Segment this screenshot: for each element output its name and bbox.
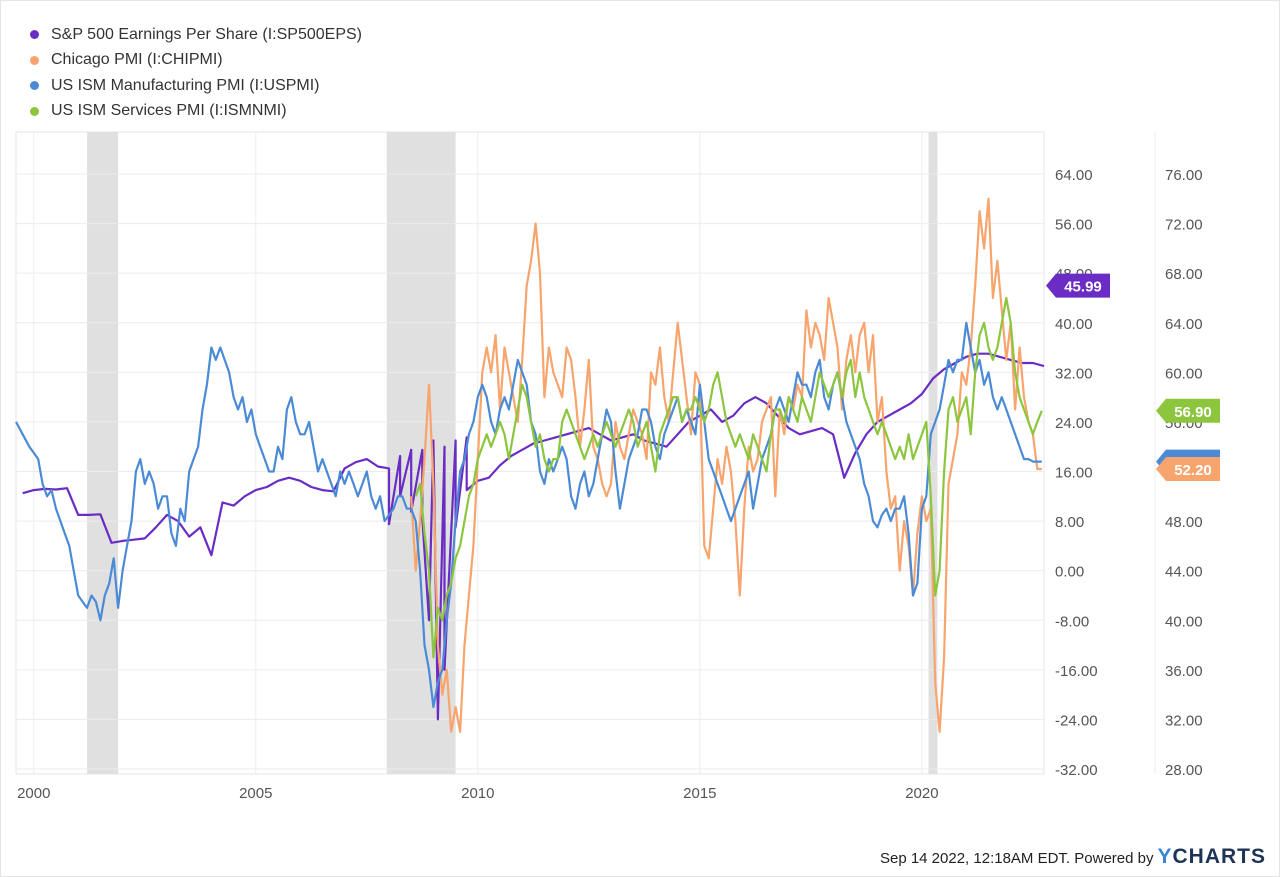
left-axis-tick-label: -24.00 [1055, 712, 1098, 729]
legend-marker-chicago-pmi [30, 55, 39, 65]
end-label-ism-services-bg [1156, 398, 1220, 423]
legend-marker-eps [30, 30, 39, 40]
x-axis-tick-label: 2015 [683, 785, 716, 802]
right-axis-tick-label: 36.00 [1165, 663, 1203, 680]
x-axis-tick-label: 2000 [17, 785, 50, 802]
series-line-3[interactable] [414, 296, 1043, 659]
legend-item-eps[interactable]: S&P 500 Earnings Per Share (I:SP500EPS) [30, 22, 362, 48]
right-axis-tick-label: 32.00 [1165, 712, 1203, 729]
x-axis-tick-label: 2005 [239, 785, 272, 802]
left-axis-tick-label: 8.00 [1055, 514, 1084, 531]
legend-label-eps: S&P 500 Earnings Per Share (I:SP500EPS) [51, 25, 362, 43]
right-axis-tick-label: 28.00 [1165, 762, 1203, 779]
right-axis-tick-label: 68.00 [1165, 266, 1203, 283]
end-label-eps-bg [1046, 273, 1110, 298]
legend-item-ism-services[interactable]: US ISM Services PMI (I:ISMNMI) [30, 99, 362, 125]
legend-label-chicago-pmi: Chicago PMI (I:CHIPMI) [51, 51, 223, 69]
left-axis-tick-label: 40.00 [1055, 316, 1093, 333]
end-label-ism-services: 56.90 [1174, 404, 1212, 421]
legend-item-chicago-pmi[interactable]: Chicago PMI (I:CHIPMI) [30, 48, 362, 74]
left-axis-tick-label: 0.00 [1055, 564, 1084, 581]
left-axis-tick-label: 16.00 [1055, 465, 1093, 482]
right-axis-tick-label: 72.00 [1165, 217, 1203, 234]
recession-band-0 [87, 132, 119, 774]
left-axis-tick-label: 64.00 [1055, 167, 1093, 184]
left-axis-tick-label: -32.00 [1055, 762, 1098, 779]
legend-label-ism-services: US ISM Services PMI (I:ISMNMI) [51, 102, 287, 120]
chart-legend: S&P 500 Earnings Per Share (I:SP500EPS) … [30, 22, 362, 124]
right-axis-tick-label: 48.00 [1165, 514, 1203, 531]
left-axis-tick-label: -16.00 [1055, 663, 1098, 680]
series-line-2[interactable] [15, 321, 1042, 709]
plot-area-border [15, 131, 1045, 775]
right-axis-tick-label: 40.00 [1165, 613, 1203, 630]
end-label-chicago-pmi: 52.20 [1174, 462, 1212, 479]
right-axis-tick-label: 44.00 [1165, 564, 1203, 581]
chart-footer: Sep 14 2022, 12:18AM EDT. Powered by YCH… [880, 845, 1266, 869]
right-axis-tick-label: 64.00 [1165, 316, 1203, 333]
left-axis-tick-label: 56.00 [1055, 217, 1093, 234]
end-label-eps: 45.99 [1064, 279, 1102, 296]
footer-timestamp: Sep 14 2022, 12:18AM EDT. Powered by [879, 850, 1154, 867]
left-axis-tick-label: -8.00 [1055, 613, 1089, 630]
end-label-chicago-pmi-bg [1156, 457, 1220, 482]
ycharts-logo[interactable]: YCHARTS [1157, 845, 1266, 868]
left-axis-tick-label: 24.00 [1055, 415, 1093, 432]
left-axis-tick-label: 32.00 [1055, 365, 1093, 382]
legend-label-ism-manufacturing: US ISM Manufacturing PMI (I:USPMI) [51, 76, 320, 94]
recession-band-2 [928, 132, 938, 774]
x-axis-tick-label: 2020 [905, 785, 938, 802]
legend-item-ism-manufacturing[interactable]: US ISM Manufacturing PMI (I:USPMI) [30, 73, 362, 99]
right-axis-tick-label: 60.00 [1165, 365, 1203, 382]
x-axis-tick-label: 2010 [461, 785, 494, 802]
right-axis-tick-label: 76.00 [1165, 167, 1203, 184]
series-line-0[interactable] [22, 352, 1045, 721]
legend-marker-ism-manufacturing [30, 81, 39, 91]
legend-marker-ism-services [30, 106, 39, 116]
series-line-1[interactable] [410, 197, 1042, 733]
